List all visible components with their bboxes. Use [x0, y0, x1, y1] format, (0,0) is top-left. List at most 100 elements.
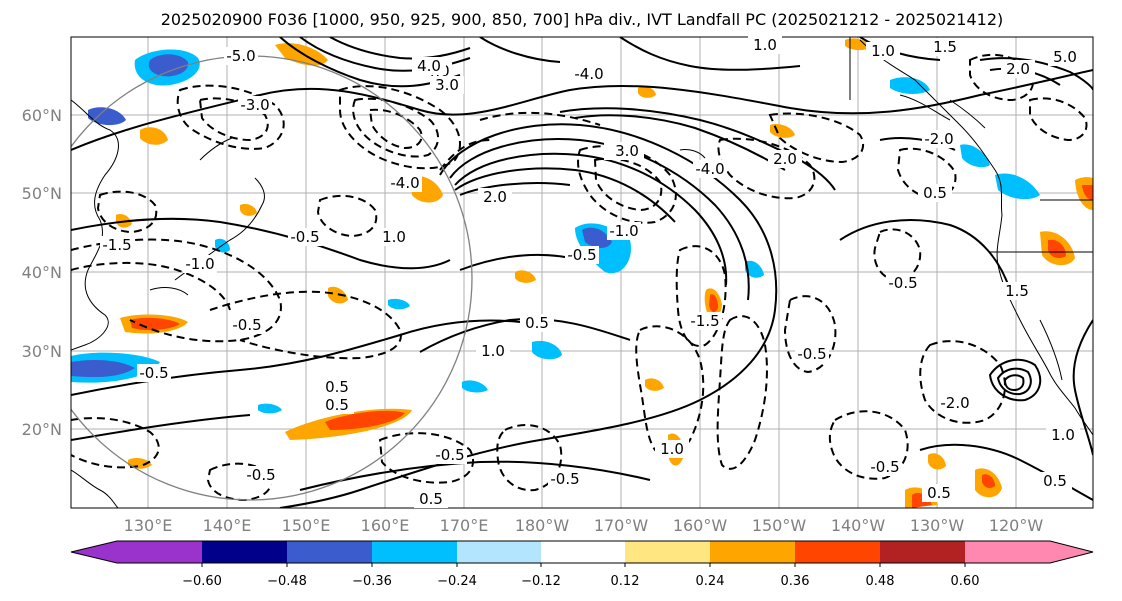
divergence-shading — [71, 38, 1093, 508]
contour-label: 0.5 — [414, 490, 448, 508]
contour-label: 1.5 — [1000, 282, 1034, 300]
lon-label: 170°W — [594, 516, 649, 535]
contour-label: 3.0 — [430, 76, 464, 94]
contour-label: 1.5 — [928, 38, 962, 56]
contour-label: -0.5 — [137, 364, 171, 382]
svg-text:-1.0: -1.0 — [609, 222, 638, 240]
svg-text:-4.0: -4.0 — [574, 65, 603, 83]
svg-text:1.0: 1.0 — [1051, 426, 1075, 444]
contour-label: 1.0 — [866, 42, 900, 60]
colorbar-bin — [117, 541, 202, 563]
colorbar-extend-high — [1050, 541, 1093, 563]
lon-label: 170°E — [440, 516, 489, 535]
contour-label: -5.0 — [224, 47, 258, 65]
svg-text:1.0: 1.0 — [382, 228, 406, 246]
svg-text:0.5: 0.5 — [927, 484, 951, 502]
svg-text:-0.5: -0.5 — [290, 228, 319, 246]
colorbar-tick-label: 0.48 — [866, 574, 895, 589]
lat-label: 50°N — [22, 184, 62, 203]
contour-label: 1.0 — [748, 36, 782, 54]
lat-label: 60°N — [22, 106, 62, 125]
lon-label: 160°W — [673, 516, 728, 535]
svg-text:4.0: 4.0 — [417, 57, 441, 75]
colorbar-tick-label: −0.24 — [437, 574, 477, 589]
latitude-labels: 60°N 50°N 40°N 30°N 20°N — [22, 106, 62, 439]
colorbar-tick-label: −0.48 — [267, 574, 307, 589]
lon-label: 160°E — [361, 516, 410, 535]
colorbar-tick-label: 0.36 — [781, 574, 810, 589]
contour-label: -4.0 — [693, 160, 727, 178]
svg-text:-3.0: -3.0 — [240, 96, 269, 114]
contour-label: -0.5 — [548, 470, 582, 488]
contour-label: -2.0 — [922, 130, 956, 148]
longitude-labels: 130°E 140°E 150°E 160°E 170°E 180°W 170°… — [124, 516, 1044, 535]
contour-label: 1.0 — [377, 228, 411, 246]
svg-text:-0.5: -0.5 — [797, 345, 826, 363]
contour-label: -0.5 — [288, 228, 322, 246]
contour-label: 0.5 — [922, 484, 956, 502]
colorbar-bin — [795, 541, 880, 563]
contour-label: 0.5 — [520, 314, 554, 332]
lat-label: 20°N — [22, 420, 62, 439]
contour-label: 0.5 — [1038, 472, 1072, 490]
colorbar-bin — [457, 541, 541, 563]
contour-label: 2.0 — [768, 150, 802, 168]
lon-label: 140°W — [831, 516, 886, 535]
graticule — [71, 37, 1093, 508]
colorbar-bin — [372, 541, 457, 563]
contour-label: -1.5 — [688, 312, 722, 330]
svg-text:-0.5: -0.5 — [567, 246, 596, 264]
contour-label: 0.5 — [320, 396, 354, 414]
svg-text:1.5: 1.5 — [933, 38, 957, 56]
contour-label: -3.0 — [238, 96, 272, 114]
svg-text:-2.0: -2.0 — [924, 130, 953, 148]
contour-label: 2.0 — [478, 188, 512, 206]
svg-text:0.5: 0.5 — [325, 396, 349, 414]
lat-label: 40°N — [22, 263, 62, 282]
svg-text:1.5: 1.5 — [1005, 282, 1029, 300]
colorbar-tick-label: −0.36 — [352, 574, 392, 589]
svg-text:-5.0: -5.0 — [226, 47, 255, 65]
svg-text:-4.0: -4.0 — [695, 160, 724, 178]
contour-label: 1.0 — [476, 342, 510, 360]
svg-text:-0.5: -0.5 — [139, 364, 168, 382]
contour-label: 0.5 — [320, 378, 354, 396]
contour-label: -1.0 — [183, 255, 217, 273]
svg-text:0.5: 0.5 — [525, 314, 549, 332]
contour-label: -0.5 — [230, 316, 264, 334]
contour-label: 1.0 — [655, 440, 689, 458]
contour-label: 0.5 — [918, 184, 952, 202]
contour-label: -4.0 — [388, 174, 422, 192]
lat-label: 30°N — [22, 342, 62, 361]
svg-text:3.0: 3.0 — [615, 142, 639, 160]
svg-text:2.0: 2.0 — [773, 150, 797, 168]
contour-labels: -5.0 -4.0 -4.0 -4.0 -4.0 2.0 2.0 2.0 2.0… — [100, 36, 1082, 508]
svg-text:1.0: 1.0 — [481, 342, 505, 360]
svg-text:1.0: 1.0 — [871, 42, 895, 60]
contour-label: -1.5 — [100, 236, 134, 254]
contour-label: -0.5 — [886, 274, 920, 292]
contour-label: -4.0 — [572, 65, 606, 83]
contour-label: -0.5 — [244, 466, 278, 484]
contour-label: 4.0 — [412, 57, 446, 75]
lon-label: 130°E — [124, 516, 173, 535]
contour-label: 2.0 — [1001, 60, 1035, 78]
colorbar-tick-label: −0.60 — [182, 574, 222, 589]
svg-text:-0.5: -0.5 — [870, 458, 899, 476]
svg-text:0.5: 0.5 — [325, 378, 349, 396]
lon-label: 120°W — [989, 516, 1044, 535]
colorbar: −0.60 −0.48 −0.36 −0.24 −0.12 0.12 0.24 … — [70, 540, 1094, 589]
colorbar-tick-label: 0.60 — [951, 574, 980, 589]
svg-text:-0.5: -0.5 — [232, 316, 261, 334]
contour-label: -1.0 — [607, 222, 641, 240]
colorbar-bin — [965, 541, 1050, 563]
svg-text:2.0: 2.0 — [1006, 60, 1030, 78]
svg-text:1.0: 1.0 — [753, 36, 777, 54]
contour-label: 5.0 — [1048, 48, 1082, 66]
lon-label: 150°E — [282, 516, 331, 535]
colorbar-ticks — [201, 563, 966, 567]
svg-text:5.0: 5.0 — [1053, 48, 1077, 66]
contour-label: 3.0 — [610, 142, 644, 160]
contour-label: -0.5 — [565, 246, 599, 264]
colorbar-tick-label: 0.24 — [696, 574, 725, 589]
